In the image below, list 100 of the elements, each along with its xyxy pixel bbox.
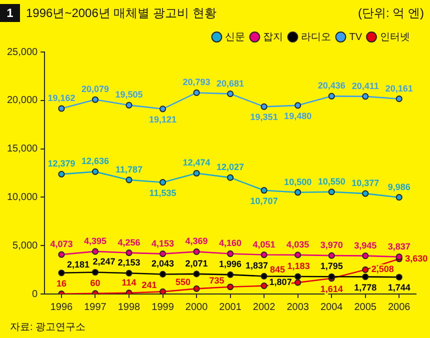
data-label: 12,474 bbox=[182, 158, 210, 168]
point bbox=[159, 270, 166, 278]
data-label: 11,787 bbox=[115, 164, 143, 174]
legend-label: 라디오 bbox=[301, 32, 332, 43]
data-label: 3,630 bbox=[405, 253, 428, 264]
point bbox=[126, 250, 132, 256]
point bbox=[396, 96, 402, 102]
x-tick-label: 2006 bbox=[388, 302, 411, 313]
point bbox=[396, 274, 402, 280]
data-label: 9,986 bbox=[388, 182, 410, 192]
point bbox=[193, 285, 200, 292]
legend-label: TV bbox=[349, 32, 362, 43]
data-label: 2,043 bbox=[152, 258, 174, 269]
point bbox=[396, 194, 402, 201]
text: 1 bbox=[0, 4, 20, 22]
data-label: 4,369 bbox=[185, 236, 208, 246]
data-label: 114 bbox=[122, 277, 136, 288]
data-label: 20,436 bbox=[318, 80, 346, 91]
point bbox=[159, 288, 166, 294]
data-label: 4,256 bbox=[118, 237, 140, 248]
data-label: 2,071 bbox=[185, 258, 208, 268]
point bbox=[226, 90, 234, 98]
x-tick-label: 2003 bbox=[286, 302, 310, 313]
point bbox=[126, 176, 132, 184]
data-label: 19,351 bbox=[250, 112, 278, 122]
y-tick-label: 0 bbox=[32, 288, 38, 300]
data-label: 4,153 bbox=[152, 238, 174, 248]
data-label: 2,508 bbox=[371, 264, 394, 274]
point bbox=[58, 251, 65, 258]
point bbox=[193, 270, 200, 278]
y-tick-label: 25,000 bbox=[6, 46, 38, 58]
data-label: 1,837 bbox=[246, 260, 268, 271]
data-label: 20,793 bbox=[182, 77, 210, 88]
point bbox=[260, 103, 268, 110]
text: 자료: 광고연구소 bbox=[10, 321, 86, 334]
data-label: 4,073 bbox=[50, 239, 73, 250]
point bbox=[294, 252, 302, 258]
x-tick-label: 1998 bbox=[118, 302, 141, 313]
x-tick-label: 2005 bbox=[354, 302, 377, 313]
point bbox=[328, 252, 335, 259]
point bbox=[294, 189, 302, 196]
x-tick-label: 2001 bbox=[219, 302, 242, 313]
data-label: 20,161 bbox=[385, 83, 413, 94]
data-label: 550 bbox=[176, 277, 191, 288]
data-label: 19,480 bbox=[284, 110, 312, 121]
data-label: 1,744 bbox=[388, 282, 410, 293]
point bbox=[362, 252, 369, 260]
point bbox=[226, 271, 234, 278]
data-label: 4,035 bbox=[286, 239, 310, 250]
data-label: 19,121 bbox=[149, 114, 177, 124]
point bbox=[159, 106, 166, 112]
point bbox=[193, 89, 200, 96]
y-tick-label: 10,000 bbox=[6, 192, 38, 203]
data-label: 1,996 bbox=[219, 259, 242, 270]
data-label: 12,379 bbox=[48, 158, 76, 169]
x-tick-label: 2004 bbox=[320, 302, 344, 313]
data-label: 1,183 bbox=[287, 261, 310, 272]
point bbox=[58, 170, 65, 178]
point bbox=[328, 92, 335, 100]
x-tick-label: 1997 bbox=[84, 302, 107, 313]
data-label: 241 bbox=[142, 280, 157, 290]
data-label: 735 bbox=[209, 275, 224, 286]
x-tick-label: 2002 bbox=[252, 302, 276, 313]
point bbox=[58, 270, 65, 276]
chart-subtitle: (단위: 억 엔) bbox=[358, 5, 424, 22]
data-label: 2,247 bbox=[92, 256, 116, 267]
data-label: 10,707 bbox=[250, 196, 278, 206]
legend-label: 인터넷 bbox=[380, 32, 410, 43]
point bbox=[362, 266, 369, 274]
data-label: 11,535 bbox=[149, 188, 176, 198]
y-tick-label: 15,000 bbox=[6, 144, 38, 155]
data-label: 20,411 bbox=[352, 80, 379, 91]
point bbox=[362, 93, 369, 100]
data-label: 12,636 bbox=[81, 156, 109, 166]
point bbox=[193, 248, 200, 256]
data-label: 19,505 bbox=[115, 90, 143, 100]
chart-title: 1996년~2006년 매체별 광고비 현황 bbox=[26, 5, 216, 22]
data-label: 1,778 bbox=[354, 282, 377, 292]
point bbox=[58, 105, 65, 112]
data-label: 3,970 bbox=[320, 240, 343, 250]
data-label: 20,681 bbox=[216, 78, 244, 88]
data-label: 2,181 bbox=[66, 259, 90, 270]
legend-label: 신문 bbox=[225, 32, 246, 43]
data-label: 1,795 bbox=[320, 261, 343, 272]
point bbox=[362, 273, 369, 280]
data-label: 10,500 bbox=[284, 176, 312, 187]
legend-label: 잡지 bbox=[263, 32, 284, 43]
data-label: 60 bbox=[90, 278, 100, 288]
x-tick-label: 2000 bbox=[185, 302, 208, 313]
point bbox=[159, 250, 166, 258]
data-label: 12,027 bbox=[216, 162, 244, 172]
point bbox=[294, 273, 302, 280]
point bbox=[92, 168, 99, 175]
point bbox=[126, 270, 132, 276]
x-tick-label: 1996 bbox=[50, 302, 74, 313]
point bbox=[226, 174, 234, 181]
y-tick-label: 20,000 bbox=[6, 95, 38, 106]
point bbox=[159, 179, 166, 186]
point bbox=[294, 279, 302, 286]
data-label: 20,079 bbox=[81, 84, 109, 94]
